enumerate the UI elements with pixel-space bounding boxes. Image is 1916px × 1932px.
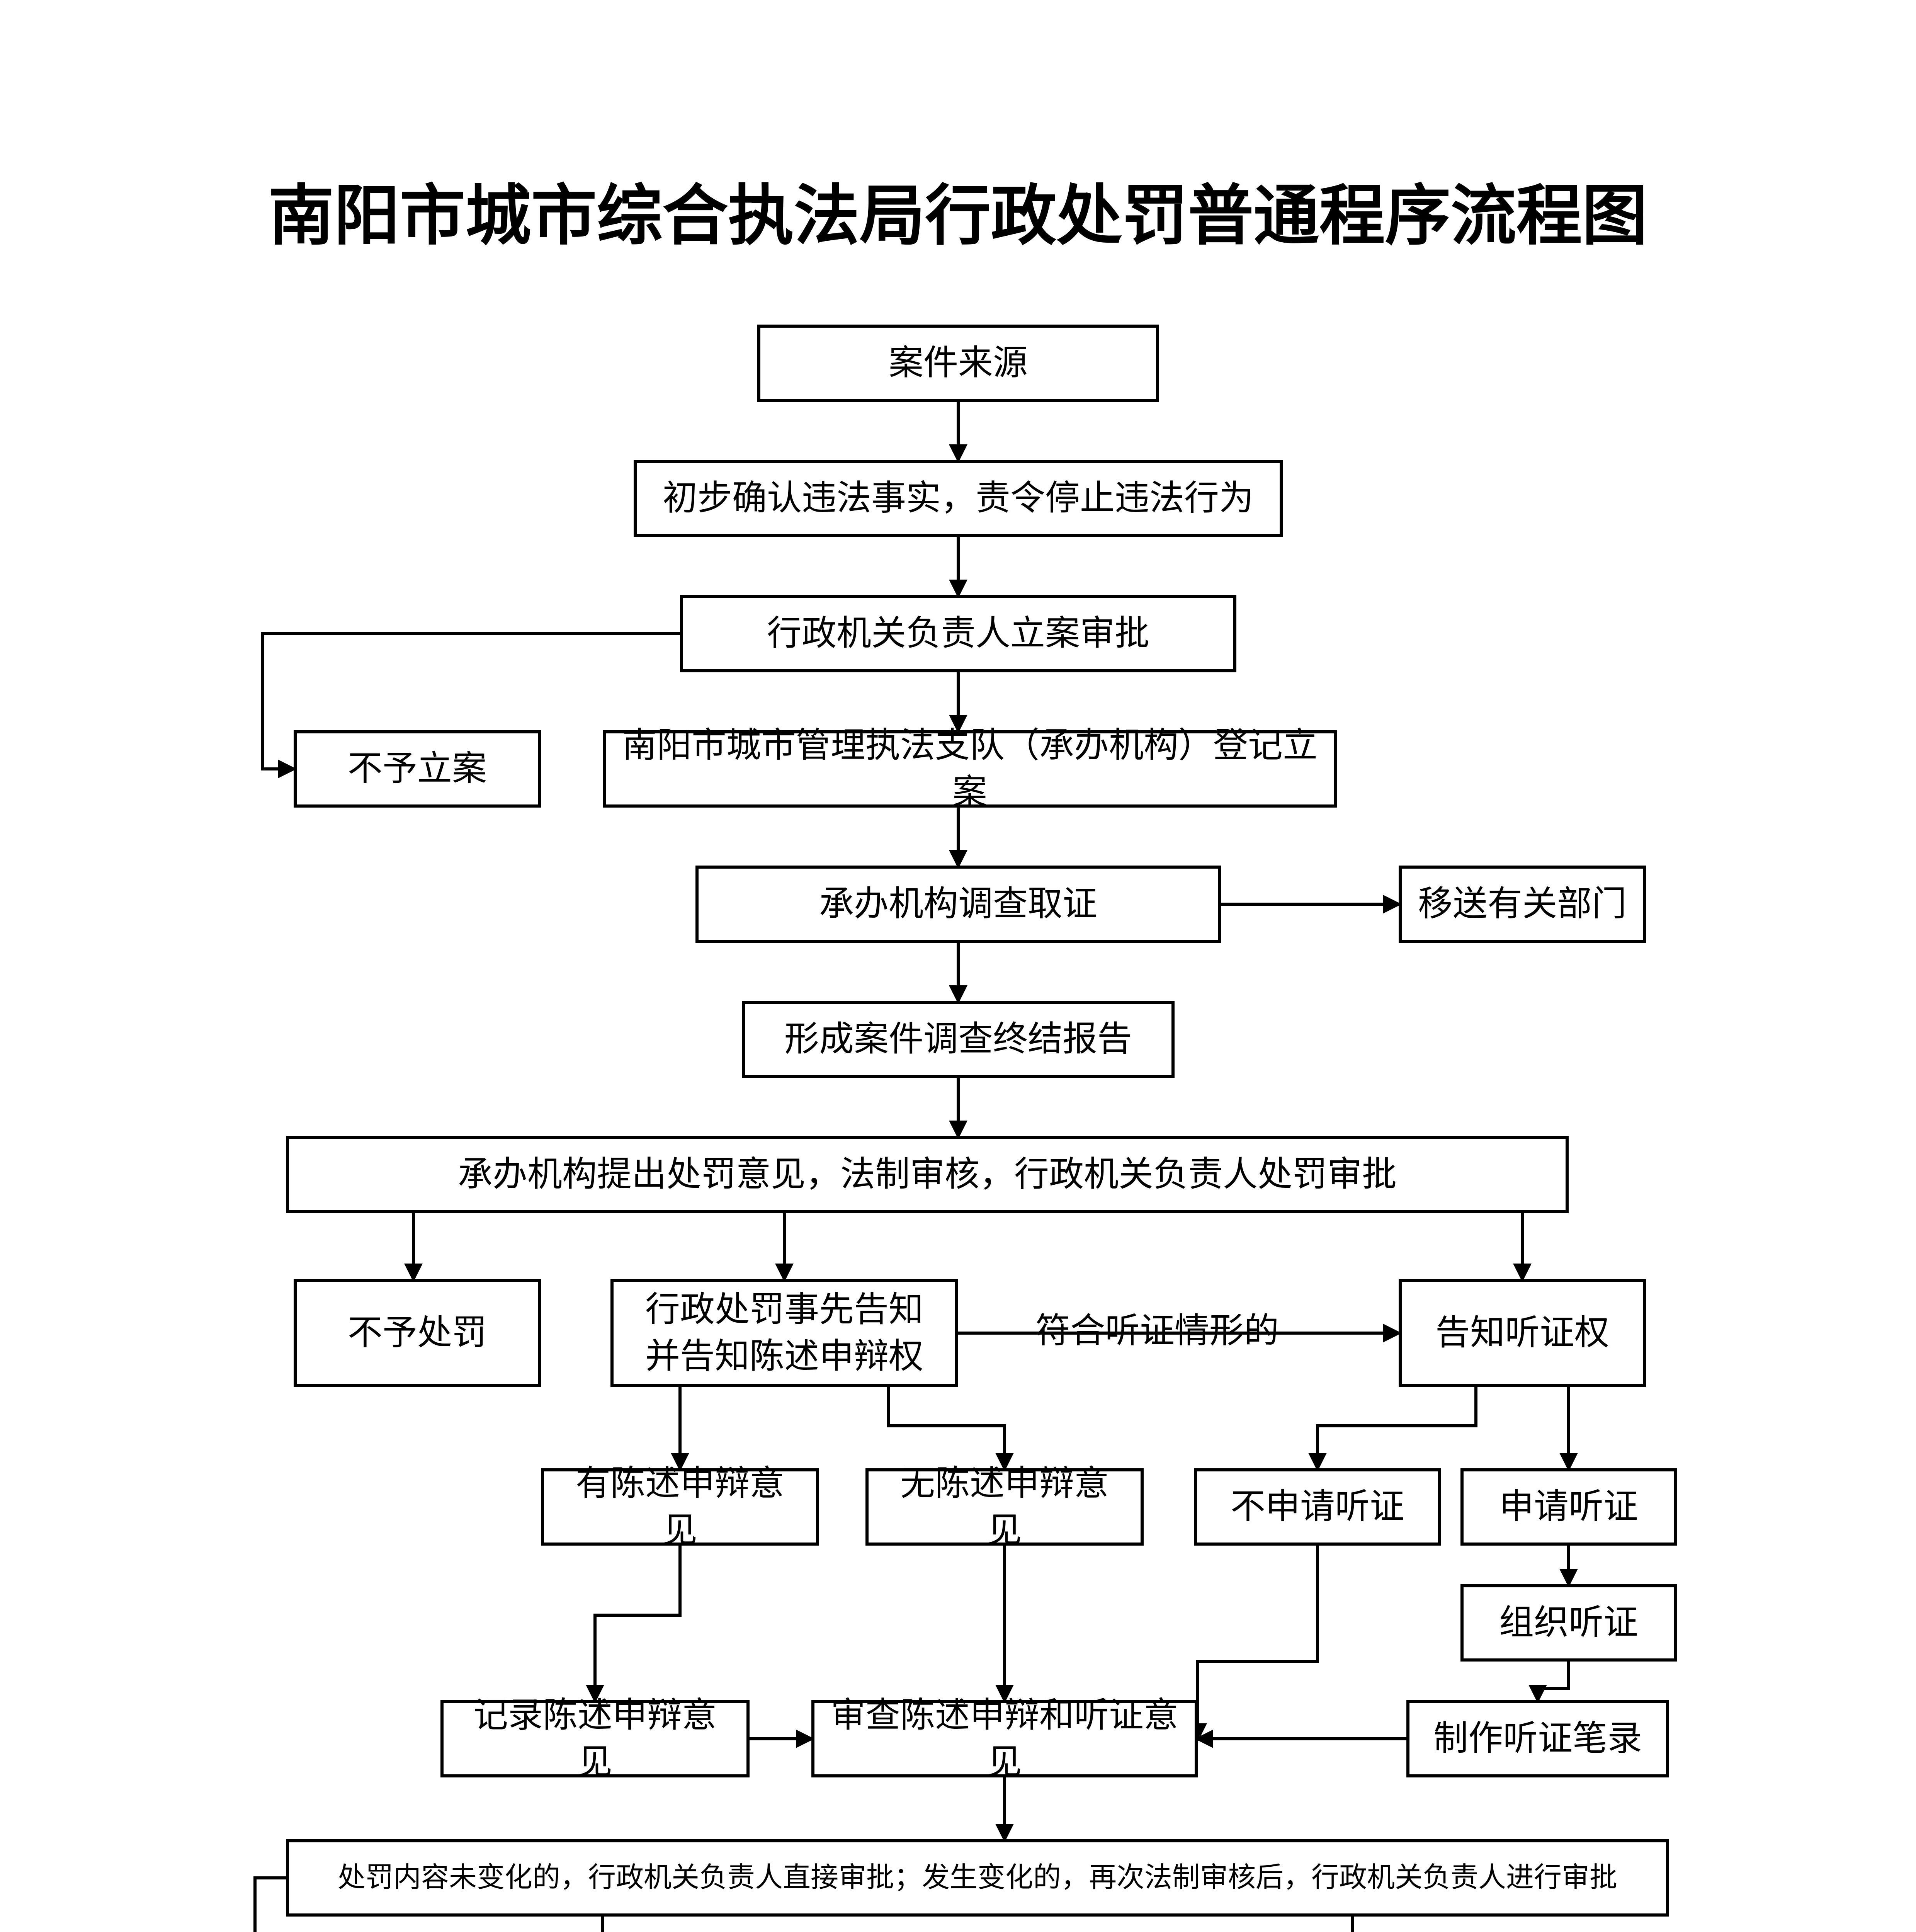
flow-node-n5: 南阳市城市管理执法支队（承办机构）登记立案 [603,730,1337,808]
flow-edge [1538,1662,1569,1700]
flow-node-n7: 移送有关部门 [1399,866,1646,943]
flow-node-n17: 组织听证 [1460,1584,1677,1662]
flow-node-n13: 有陈述申辩意见 [541,1468,819,1546]
flow-node-n10: 不予处罚 [294,1279,541,1387]
flow-node-n14: 无陈述申辩意见 [865,1468,1144,1546]
flow-node-n6: 承办机构调查取证 [695,866,1221,943]
flow-node-n9: 承办机构提出处罚意见，法制审核，行政机关负责人处罚审批 [286,1136,1569,1213]
flow-label-l1: 符合听证情形的 [1035,1302,1279,1352]
flow-node-n12: 告知听证权 [1399,1279,1646,1387]
flow-edge [889,1387,1005,1468]
flow-edge [1318,1387,1476,1468]
flow-node-n16: 申请听证 [1460,1468,1677,1546]
flow-node-n2: 初步确认违法事实，责令停止违法行为 [634,460,1283,537]
flow-node-n15: 不申请听证 [1194,1468,1441,1546]
flow-node-n11: 行政处罚事先告知并告知陈述申辩权 [610,1279,958,1387]
flowchart-page: 南阳市城市综合执法局行政处罚普通程序流程图 案件来源初步确认违法事实，责令停止违… [0,0,1916,1932]
flow-node-n18: 记录陈述申辩意见 [440,1700,750,1777]
flow-edge [595,1546,680,1700]
flow-node-n20: 制作听证笔录 [1406,1700,1669,1777]
flow-node-n19: 审查陈述申辩和听证意见 [811,1700,1198,1777]
flow-edge [1198,1546,1318,1739]
flow-node-n3: 行政机关负责人立案审批 [680,595,1236,672]
flow-node-n21: 处罚内容未变化的，行政机关负责人直接审批；发生变化的，再次法制审核后，行政机关负… [286,1839,1669,1917]
page-title: 南阳市城市综合执法局行政处罚普通程序流程图 [0,162,1916,257]
flow-node-n1: 案件来源 [757,325,1159,402]
flow-node-n4: 不予立案 [294,730,541,808]
flow-node-n8: 形成案件调查终结报告 [742,1001,1175,1078]
